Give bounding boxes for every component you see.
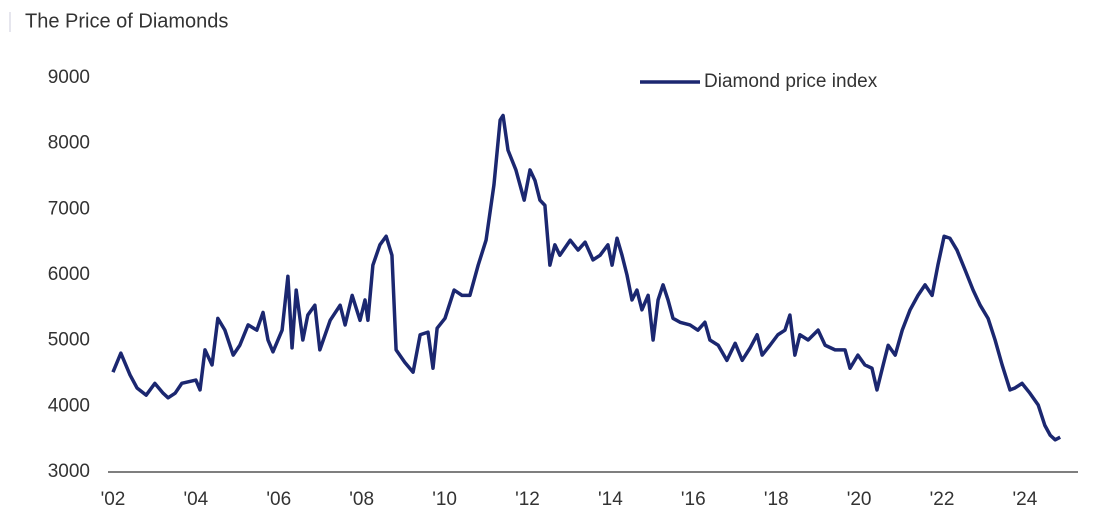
x-tick-label: '18	[764, 489, 789, 510]
x-tick-label: '08	[349, 489, 374, 510]
chart-title: The Price of Diamonds	[25, 10, 228, 32]
x-tick-label: '04	[183, 489, 208, 510]
x-tick-label: '16	[681, 489, 706, 510]
x-tick-label: '12	[515, 489, 540, 510]
y-tick-label: 6000	[48, 264, 90, 285]
price-line	[111, 113, 1061, 442]
x-tick-label: '02	[101, 489, 126, 510]
legend-label: Diamond price index	[704, 71, 878, 92]
y-tick-label: 5000	[48, 330, 90, 351]
y-tick-label: 4000	[48, 395, 90, 416]
x-tick-label: '20	[847, 489, 872, 510]
y-tick-label: 9000	[48, 67, 90, 88]
y-tick-label: 3000	[48, 461, 90, 482]
y-tick-label: 7000	[48, 198, 90, 219]
x-tick-label: '10	[432, 489, 457, 510]
x-tick-label: '06	[266, 489, 291, 510]
x-tick-label: '22	[930, 489, 955, 510]
y-tick-label: 8000	[48, 133, 90, 154]
x-tick-label: '14	[598, 489, 623, 510]
x-tick-label: '24	[1013, 489, 1038, 510]
